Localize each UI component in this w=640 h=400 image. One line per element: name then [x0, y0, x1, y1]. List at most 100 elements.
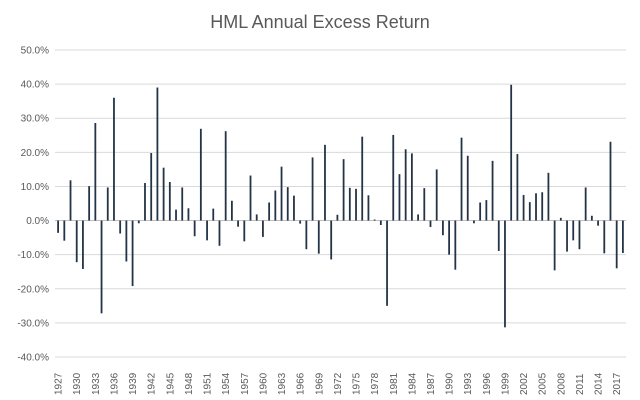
bar-1935: [106, 187, 109, 221]
bar-1952: [212, 208, 215, 221]
bar-2015: [603, 220, 606, 254]
bar-2009: [566, 220, 568, 252]
x-tick-label: 2005: [538, 372, 549, 395]
x-tick-label: 1936: [109, 372, 120, 395]
x-tick-label: 1990: [445, 372, 456, 395]
bar-1962: [274, 190, 277, 221]
y-tick-label: 0.0%: [26, 216, 49, 227]
x-tick-label: 1999: [500, 372, 511, 395]
bar-1970: [324, 144, 326, 221]
bar-1965: [293, 195, 295, 221]
bar-2016: [609, 141, 612, 221]
bar-1953: [218, 220, 221, 246]
bar-1931: [82, 220, 84, 269]
bar-1929: [69, 180, 72, 221]
x-tick-label: 2008: [556, 372, 567, 395]
bar-2011: [578, 220, 581, 250]
bar-1950: [199, 128, 202, 221]
bar-2002: [522, 194, 525, 221]
bar-1969: [317, 220, 320, 254]
y-axis-tick-labels: 50.0% 40.0% 30.0% 20.0% 10.0% 0.0% -10.0% -20.0…: [17, 46, 49, 364]
x-tick-label: 1945: [165, 372, 176, 395]
bar-1993: [466, 155, 469, 221]
bar-1978: [373, 219, 376, 221]
bar-1991: [454, 220, 457, 270]
y-tick-label: -10.0%: [17, 250, 49, 261]
bar-1955: [230, 200, 233, 221]
x-tick-label: 1951: [203, 372, 214, 395]
bar-1959: [255, 214, 258, 221]
bar-1998: [497, 220, 500, 251]
y-tick-label: -40.0%: [17, 353, 49, 364]
bar-1983: [404, 149, 407, 221]
bar-1954: [224, 131, 227, 221]
x-tick-label: 1942: [147, 372, 158, 395]
bar-1957: [243, 220, 246, 242]
bar-1987: [429, 220, 432, 228]
x-tick-label: 1978: [370, 372, 381, 395]
x-tick-label: 1960: [258, 372, 269, 395]
x-tick-label: 1933: [91, 372, 102, 395]
bar-1990: [448, 220, 451, 255]
bar-2017: [615, 220, 618, 269]
bar-1999: [504, 220, 506, 328]
bar-1960: [262, 220, 264, 237]
bar-1941: [144, 183, 146, 221]
bar-1946: [175, 209, 177, 221]
bar-1939: [131, 220, 134, 287]
bar-2006: [547, 172, 550, 221]
bar-1947: [181, 187, 184, 221]
x-tick-label: 1930: [72, 372, 83, 395]
bar-1961: [268, 202, 271, 221]
gridlines: [55, 49, 626, 358]
bar-2013: [590, 215, 593, 221]
x-tick-label: 2014: [594, 372, 605, 395]
x-tick-label: 2002: [519, 372, 530, 395]
bar-1994: [473, 220, 475, 224]
x-tick-label: 1981: [389, 372, 400, 395]
x-tick-label: 1966: [296, 372, 307, 395]
x-tick-label: 1993: [463, 372, 474, 395]
bar-1936: [113, 97, 115, 221]
x-tick-label: 1939: [128, 372, 139, 395]
x-tick-label: 1948: [184, 372, 195, 395]
bar-1979: [379, 220, 382, 225]
x-tick-label: 1969: [314, 372, 325, 395]
bar-1938: [125, 220, 128, 262]
y-tick-label: 30.0%: [21, 114, 49, 125]
x-tick-label: 2017: [612, 372, 623, 395]
bar-1980: [386, 220, 388, 306]
bar-1967: [305, 220, 308, 250]
bar-2018: [622, 220, 624, 253]
bar-1985: [417, 214, 419, 221]
bar-1951: [206, 220, 208, 241]
x-tick-label: 1957: [240, 372, 251, 395]
bar-1966: [299, 220, 302, 224]
bar-1956: [237, 220, 239, 227]
bar-1988: [435, 169, 438, 221]
bar-1992: [460, 137, 463, 221]
x-tick-label: 1954: [221, 372, 232, 395]
bar-2014: [597, 220, 599, 226]
bar-1968: [311, 157, 314, 221]
x-tick-label: 1963: [277, 372, 288, 395]
bar-1982: [398, 174, 401, 221]
bar-1971: [330, 220, 333, 260]
y-tick-label: 10.0%: [21, 182, 49, 193]
bar-1975: [355, 188, 357, 221]
bar-1944: [162, 167, 165, 221]
bar-1972: [336, 214, 339, 221]
bar-1981: [392, 134, 395, 221]
bar-1976: [361, 136, 364, 221]
y-tick-label: -30.0%: [17, 318, 49, 329]
bar-1958: [249, 175, 252, 221]
bar-1932: [88, 186, 91, 221]
bar-1963: [280, 166, 283, 221]
bar-1927: [57, 220, 59, 233]
bar-1940: [137, 220, 140, 224]
y-tick-label: 40.0%: [21, 80, 49, 91]
bar-1964: [286, 187, 289, 221]
x-tick-label: 1996: [482, 372, 493, 395]
chart-title: HML Annual Excess Return: [210, 12, 429, 32]
